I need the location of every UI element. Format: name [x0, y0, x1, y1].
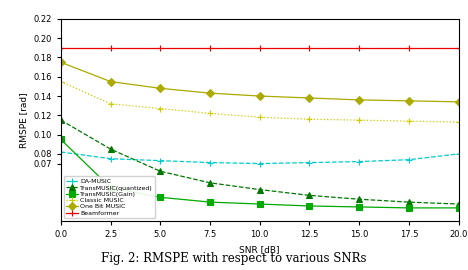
Beamformer [406, 46, 412, 49]
Line: DA-MUSIC: DA-MUSIC [58, 148, 462, 167]
Classic MUSIC [158, 107, 163, 110]
Beamformer [58, 46, 64, 49]
DA-MUSIC [158, 159, 163, 162]
One Bit MUSIC [207, 92, 213, 95]
One Bit MUSIC [158, 87, 163, 90]
TransMUSIC(Gain) [406, 206, 412, 210]
DA-MUSIC [207, 161, 213, 164]
Beamformer [357, 46, 362, 49]
Line: Classic MUSIC: Classic MUSIC [58, 78, 462, 126]
TransMUSIC(Gain) [58, 138, 64, 141]
TransMUSIC(quantized) [357, 198, 362, 201]
TransMUSIC(Gain) [257, 202, 263, 206]
TransMUSIC(quantized) [257, 188, 263, 191]
Classic MUSIC [357, 119, 362, 122]
One Bit MUSIC [307, 96, 312, 100]
TransMUSIC(Gain) [108, 186, 113, 189]
TransMUSIC(quantized) [307, 194, 312, 197]
DA-MUSIC [257, 162, 263, 165]
Classic MUSIC [108, 102, 113, 105]
TransMUSIC(quantized) [108, 147, 113, 151]
Classic MUSIC [456, 120, 461, 124]
TransMUSIC(quantized) [58, 119, 64, 122]
TransMUSIC(Gain) [158, 196, 163, 199]
One Bit MUSIC [406, 99, 412, 103]
X-axis label: SNR [dB]: SNR [dB] [240, 245, 280, 254]
Beamformer [108, 46, 113, 49]
TransMUSIC(Gain) [357, 205, 362, 208]
One Bit MUSIC [58, 61, 64, 64]
DA-MUSIC [58, 150, 64, 154]
Beamformer [207, 46, 213, 49]
Classic MUSIC [257, 116, 263, 119]
Line: TransMUSIC(quantized): TransMUSIC(quantized) [58, 117, 461, 207]
Beamformer [307, 46, 312, 49]
Classic MUSIC [307, 117, 312, 121]
Classic MUSIC [58, 80, 64, 83]
One Bit MUSIC [456, 100, 461, 103]
Classic MUSIC [406, 120, 412, 123]
TransMUSIC(quantized) [406, 201, 412, 204]
Y-axis label: RMSPE [rad]: RMSPE [rad] [19, 92, 28, 148]
TransMUSIC(Gain) [307, 204, 312, 208]
Beamformer [456, 46, 461, 49]
DA-MUSIC [406, 158, 412, 161]
Legend: DA-MUSIC, TransMUSIC(quantized), TransMUSIC(Gain), Classic MUSIC, One Bit MUSIC,: DA-MUSIC, TransMUSIC(quantized), TransMU… [64, 176, 155, 218]
TransMUSIC(quantized) [207, 181, 213, 184]
DA-MUSIC [456, 152, 461, 156]
Beamformer [158, 46, 163, 49]
One Bit MUSIC [357, 98, 362, 102]
Beamformer [257, 46, 263, 49]
TransMUSIC(quantized) [158, 170, 163, 173]
One Bit MUSIC [108, 80, 113, 83]
DA-MUSIC [357, 160, 362, 163]
Line: One Bit MUSIC: One Bit MUSIC [58, 59, 461, 104]
Line: TransMUSIC(Gain): TransMUSIC(Gain) [58, 137, 461, 211]
Classic MUSIC [207, 112, 213, 115]
TransMUSIC(Gain) [456, 206, 461, 210]
One Bit MUSIC [257, 94, 263, 98]
TransMUSIC(Gain) [207, 201, 213, 204]
Line: Beamformer: Beamformer [58, 44, 462, 51]
TransMUSIC(quantized) [456, 202, 461, 206]
DA-MUSIC [307, 161, 312, 164]
Text: Fig. 2: RMSPE with respect to various SNRs: Fig. 2: RMSPE with respect to various SN… [101, 252, 367, 265]
DA-MUSIC [108, 157, 113, 160]
